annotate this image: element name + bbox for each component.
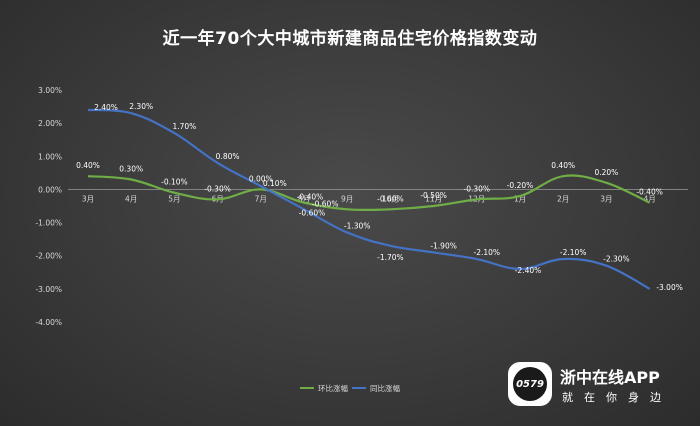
y-axis-ticks: 3.00% 2.00% 1.00% 0.00% -1.00% -2.00% -3.00% -4…: [35, 86, 62, 327]
data-label: -0.60%: [312, 199, 339, 208]
x-tick-label: 10月: [382, 194, 399, 203]
data-label: -0.40%: [297, 193, 324, 202]
legend: 环比涨幅 同比涨幅: [300, 383, 400, 393]
data-label: -2.30%: [603, 255, 630, 264]
data-label: -0.40%: [636, 188, 663, 197]
y-tick-label: -3.00%: [35, 285, 62, 294]
x-tick-label: 1月: [514, 194, 526, 203]
data-label: -3.00%: [656, 283, 683, 292]
y-tick-label: 0.00%: [38, 185, 62, 194]
data-label: 2.40%: [94, 103, 118, 112]
x-tick-label: 5月: [168, 194, 180, 203]
data-label: -1.70%: [377, 253, 404, 262]
data-label: -2.10%: [560, 248, 587, 257]
x-axis-ticks: 3月 4月 5月 6月 7月 8月 9月 10月 11月 12月 1月 2月 3月 4月: [82, 194, 656, 203]
y-tick-label: 3.00%: [38, 86, 62, 95]
data-label: 0.10%: [263, 179, 287, 188]
data-label: 0.00%: [249, 174, 273, 183]
data-label: -0.30%: [464, 184, 491, 193]
data-labels: 0.40% 0.30%-0.10%-0.30%0.00%-0.40%-0.60%-…: [76, 102, 683, 292]
data-label: -0.50%: [420, 191, 447, 200]
data-label: -0.60%: [299, 208, 326, 217]
series-lines: [87, 108, 651, 290]
data-label: -0.10%: [161, 178, 188, 187]
app-logo-text: 0579: [513, 367, 547, 401]
data-label: -1.30%: [344, 222, 371, 231]
y-tick-label: -4.00%: [35, 318, 62, 327]
y-tick-label: -1.00%: [35, 219, 62, 228]
data-label: -0.20%: [507, 181, 534, 190]
data-label: 0.40%: [76, 161, 100, 170]
data-label: 0.30%: [119, 164, 143, 173]
watermark: 0579 浙中在线APP 就在你身边: [508, 360, 700, 416]
data-label: -1.90%: [430, 241, 457, 250]
series-line: [87, 108, 651, 290]
data-label: 0.20%: [594, 168, 618, 177]
legend-label: 同比涨幅: [370, 383, 400, 393]
x-tick-label: 9月: [341, 194, 353, 203]
data-label: 0.40%: [551, 161, 575, 170]
data-label: 2.30%: [129, 102, 153, 111]
chart-title: 近一年70个大中城市新建商品住宅价格指数变动: [162, 29, 538, 49]
x-tick-label: 8月: [298, 194, 310, 203]
x-tick-label: 7月: [255, 194, 267, 203]
x-tick-label: 3月: [82, 194, 94, 203]
y-tick-label: 1.00%: [38, 152, 62, 161]
data-label: -2.40%: [515, 266, 542, 275]
y-tick-label: -2.00%: [35, 252, 62, 261]
legend-label: 环比涨幅: [318, 383, 348, 393]
app-slogan: 就在你身边: [562, 391, 672, 404]
x-tick-label: 4月: [125, 194, 137, 203]
data-label: -0.30%: [204, 184, 231, 193]
x-tick-label: 3月: [600, 194, 612, 203]
x-tick-label: 2月: [557, 194, 569, 203]
data-label: 1.70%: [172, 122, 196, 131]
app-logo: 0579: [508, 362, 552, 406]
data-label: -0.60%: [377, 194, 404, 203]
y-tick-label: 2.00%: [38, 119, 62, 128]
series-line: [87, 174, 651, 212]
app-name: 浙中在线APP: [560, 368, 660, 387]
x-tick-label: 4月: [643, 194, 655, 203]
data-label: 0.80%: [216, 152, 240, 161]
data-label: -2.10%: [474, 248, 501, 257]
x-tick-label: 11月: [425, 194, 442, 203]
